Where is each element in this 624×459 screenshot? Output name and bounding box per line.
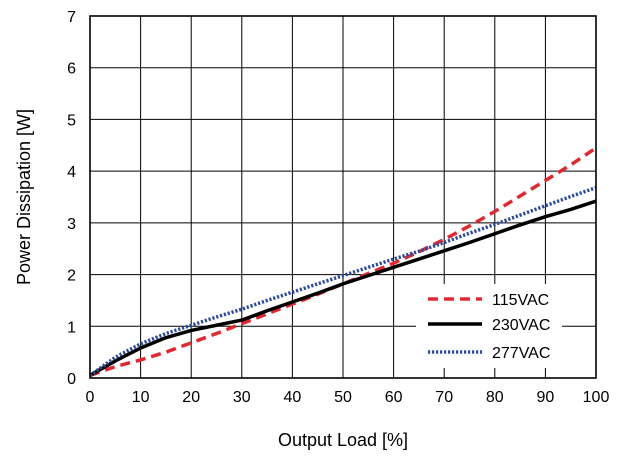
series-line-115vac bbox=[89, 146, 597, 378]
x-tick-label: 40 bbox=[284, 389, 302, 406]
x-tick-label: 70 bbox=[435, 389, 453, 406]
y-tick-label: 1 bbox=[67, 319, 76, 336]
y-tick-label: 4 bbox=[67, 164, 76, 181]
x-tick-label: 60 bbox=[385, 389, 403, 406]
y-tick-label: 5 bbox=[67, 112, 76, 129]
x-tick-label: 100 bbox=[583, 389, 610, 406]
y-tick-label: 0 bbox=[67, 371, 76, 388]
y-axis-title: Power Dissipation [W] bbox=[14, 109, 34, 285]
x-tick-label: 30 bbox=[233, 389, 251, 406]
series-layer bbox=[88, 146, 597, 378]
legend-label-277vac: 277VAC bbox=[492, 345, 550, 362]
y-tick-label: 6 bbox=[67, 61, 76, 78]
x-tick-label: 50 bbox=[334, 389, 352, 406]
x-tick-label: 90 bbox=[537, 389, 555, 406]
x-tick-label: 20 bbox=[182, 389, 200, 406]
legend: 115VAC 230VAC 277VAC bbox=[416, 284, 562, 368]
legend-background bbox=[416, 284, 562, 368]
grid-layer bbox=[90, 16, 596, 378]
y-tick-label: 2 bbox=[67, 268, 76, 285]
y-tick-label: 3 bbox=[67, 216, 76, 233]
ticks-layer: 0 10 20 30 40 50 60 70 80 90 100 0 1 2 3 4 5 6 7 bbox=[67, 9, 609, 406]
x-tick-label: 80 bbox=[486, 389, 504, 406]
legend-label-230vac: 230VAC bbox=[492, 317, 550, 334]
plot-frame bbox=[89, 15, 597, 379]
x-tick-label: 0 bbox=[86, 389, 95, 406]
legend-label-115vac: 115VAC bbox=[492, 292, 549, 309]
series-line-277vac bbox=[88, 186, 597, 377]
x-tick-label: 10 bbox=[132, 389, 150, 406]
y-tick-label: 7 bbox=[67, 9, 76, 26]
series-line-230vac bbox=[89, 199, 597, 377]
x-axis-title: Output Load [%] bbox=[278, 430, 408, 450]
